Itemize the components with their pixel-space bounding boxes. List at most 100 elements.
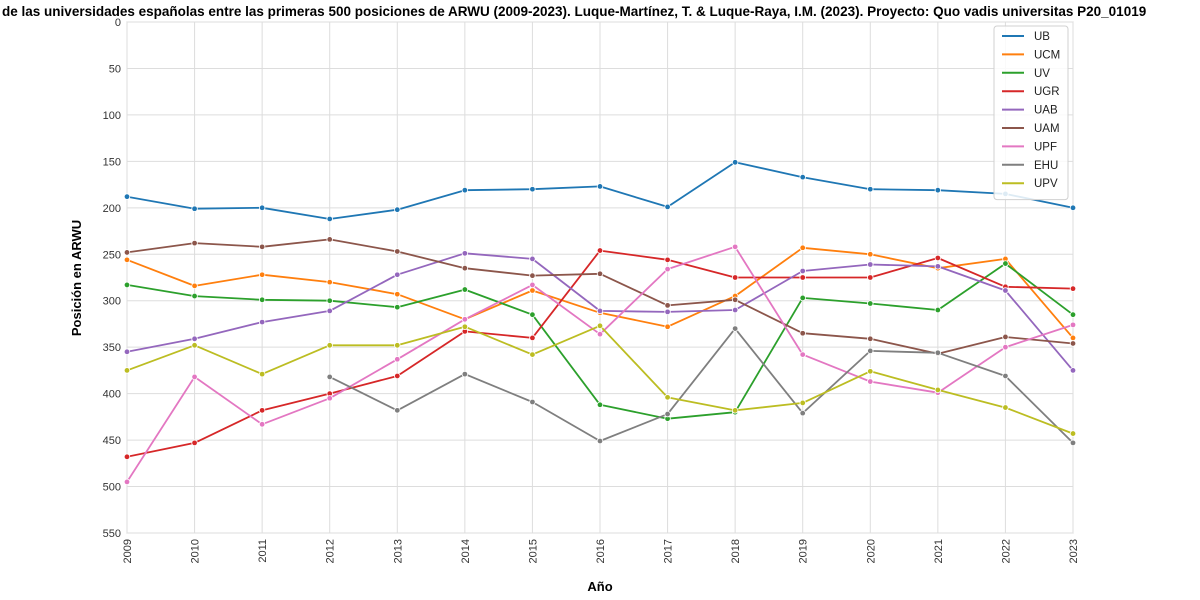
data-point	[934, 254, 942, 262]
y-tick-label: 400	[103, 389, 121, 401]
data-point	[1069, 367, 1077, 374]
data-point	[731, 159, 739, 166]
data-point	[123, 453, 131, 461]
x-tick-label: 2015	[527, 539, 539, 563]
x-tick-label: 2023	[1068, 539, 1080, 563]
data-point	[461, 370, 469, 378]
x-tick-label: 2022	[1000, 539, 1012, 563]
data-point	[461, 286, 469, 293]
y-tick-label: 300	[103, 296, 121, 308]
data-point	[596, 247, 604, 254]
chart-title: Evolución de las universidades españolas…	[0, 4, 1146, 19]
data-point	[123, 348, 131, 356]
data-point	[258, 204, 266, 212]
data-point	[664, 308, 671, 316]
data-point	[326, 215, 333, 223]
data-point	[1069, 311, 1077, 318]
data-point	[596, 330, 604, 338]
data-point	[664, 410, 671, 418]
data-point	[664, 394, 671, 401]
series-upf	[123, 243, 1077, 486]
data-point	[529, 287, 536, 294]
data-point	[461, 316, 469, 323]
series-ub	[123, 159, 1077, 223]
y-tick-label: 150	[103, 156, 121, 168]
data-point	[1002, 287, 1009, 294]
data-point	[191, 282, 198, 290]
data-point	[867, 261, 874, 268]
data-point	[394, 271, 401, 278]
x-tick-label: 2009	[122, 539, 134, 563]
data-point	[123, 281, 131, 289]
x-tick-label: 2012	[325, 539, 337, 563]
y-tick-label: 350	[103, 342, 121, 354]
legend-label: UPF	[1034, 141, 1057, 153]
series-line	[329, 327, 1074, 444]
data-point	[731, 243, 739, 251]
data-point	[799, 294, 806, 302]
x-tick-label: 2017	[663, 539, 675, 563]
data-point	[258, 296, 266, 303]
data-point	[461, 186, 469, 194]
data-point	[934, 386, 942, 394]
data-point	[664, 256, 671, 264]
data-point	[731, 296, 739, 303]
data-point	[529, 272, 536, 279]
data-point	[731, 325, 739, 332]
data-point	[799, 399, 806, 407]
data-point	[867, 300, 874, 307]
x-tick-label: 2016	[595, 539, 607, 563]
legend-label: UB	[1034, 31, 1050, 43]
data-point	[394, 356, 401, 363]
data-point	[123, 193, 131, 200]
data-point	[867, 335, 874, 343]
data-point	[123, 256, 131, 264]
data-point	[191, 292, 198, 300]
x-tick-label: 2021	[933, 539, 945, 563]
data-point	[1069, 285, 1077, 292]
data-point	[596, 401, 604, 408]
data-point	[461, 323, 469, 330]
data-point	[529, 398, 536, 406]
data-point	[123, 367, 131, 374]
data-point	[123, 249, 131, 256]
data-point	[1069, 340, 1077, 347]
y-tick-label: 550	[103, 528, 121, 540]
y-tick-label: 50	[109, 63, 121, 75]
series-ugr	[123, 247, 1077, 461]
legend-label: EHU	[1034, 160, 1058, 172]
data-point	[326, 307, 333, 315]
data-point	[326, 395, 333, 402]
data-point	[326, 373, 333, 381]
data-point	[258, 407, 266, 414]
data-point	[799, 409, 806, 417]
data-point	[394, 372, 401, 380]
data-point	[867, 368, 874, 375]
data-point	[1069, 204, 1077, 212]
x-tick-label: 2018	[730, 539, 742, 563]
data-point	[258, 421, 266, 428]
series-uv	[123, 260, 1077, 422]
data-point	[596, 270, 604, 277]
data-point	[394, 342, 401, 349]
data-point	[1069, 321, 1077, 329]
data-point	[664, 302, 671, 309]
y-axis-label: Posición en ARWU	[69, 220, 84, 336]
data-point	[326, 236, 333, 243]
data-point	[394, 291, 401, 298]
y-tick-label: 0	[115, 17, 121, 29]
data-point	[867, 378, 874, 385]
legend-label: UGR	[1034, 86, 1060, 98]
data-point	[799, 267, 806, 275]
data-point	[123, 478, 131, 486]
data-point	[596, 437, 604, 445]
x-tick-label: 2019	[798, 539, 810, 563]
data-point	[191, 342, 198, 349]
x-tick-label: 2014	[460, 539, 472, 563]
data-point	[191, 239, 198, 247]
x-tick-label: 2010	[190, 539, 202, 563]
data-point	[529, 186, 536, 193]
series-upv	[123, 322, 1077, 437]
y-tick-label: 200	[103, 203, 121, 215]
data-point	[191, 335, 198, 343]
